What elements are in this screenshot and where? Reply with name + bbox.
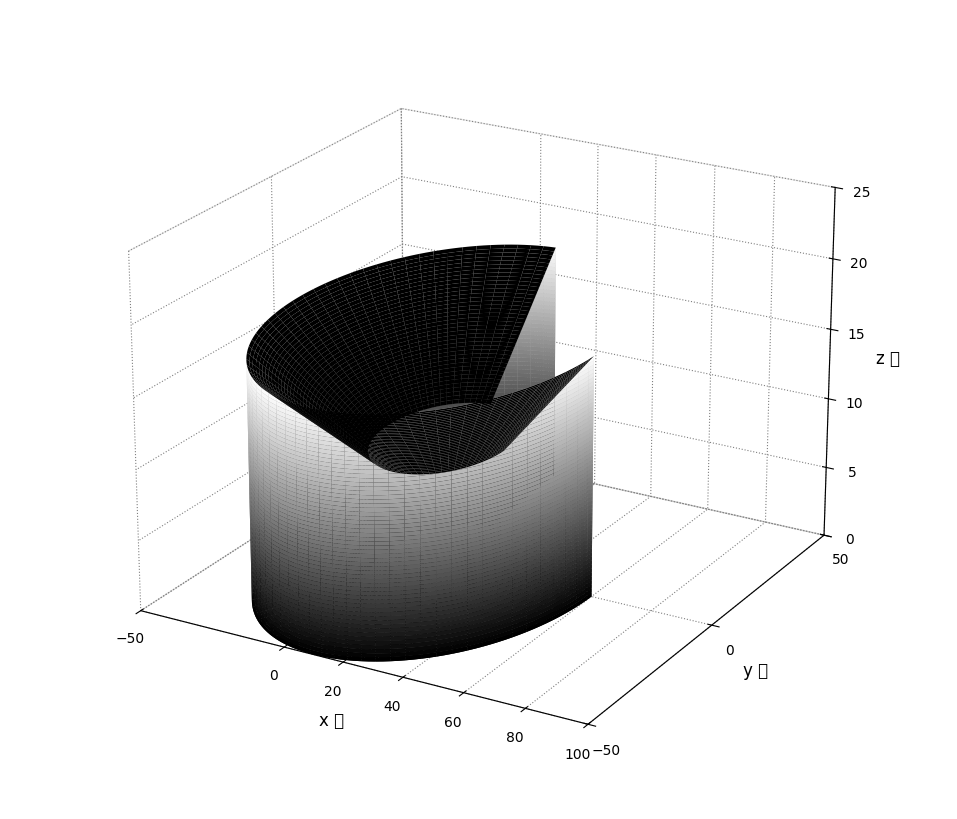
Y-axis label: y 轴: y 轴 [744,661,768,679]
X-axis label: x 轴: x 轴 [319,712,344,730]
